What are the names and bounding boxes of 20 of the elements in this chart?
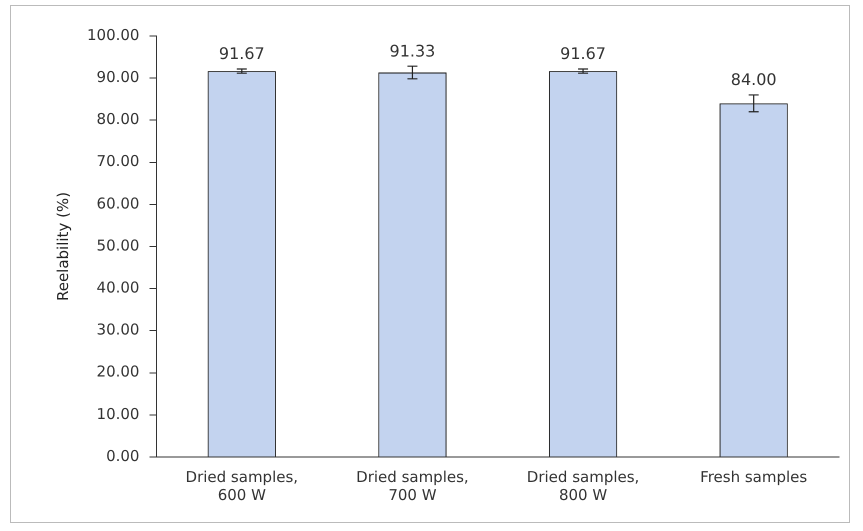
x-tick-label: Fresh samples xyxy=(700,468,808,486)
y-tick-label: 10.00 xyxy=(96,404,140,423)
y-tick-label: 40.00 xyxy=(96,278,140,296)
data-label: 91.33 xyxy=(390,41,436,60)
y-tick-label: 100.00 xyxy=(86,26,140,44)
y-tick-label: 90.00 xyxy=(96,68,140,86)
x-tick-label: Dried samples, 700 W xyxy=(356,468,469,504)
y-tick-label: 70.00 xyxy=(96,152,140,170)
y-tick-label: 50.00 xyxy=(96,236,140,254)
y-tick-label: 30.00 xyxy=(96,320,140,339)
y-tick-label: 80.00 xyxy=(96,110,140,128)
y-tick-label: 20.00 xyxy=(96,362,140,381)
x-tick-label: Dried samples, 600 W xyxy=(186,468,298,504)
y-tick-label: 60.00 xyxy=(96,194,140,212)
y-axis-title: Reelability (%) xyxy=(54,192,72,302)
x-tick-label: Dried samples, 800 W xyxy=(526,468,640,504)
y-tick-label: 0.00 xyxy=(106,446,140,465)
data-label: 91.67 xyxy=(218,44,265,64)
data-label: 84.00 xyxy=(730,70,777,90)
data-label: 91.67 xyxy=(560,44,606,64)
